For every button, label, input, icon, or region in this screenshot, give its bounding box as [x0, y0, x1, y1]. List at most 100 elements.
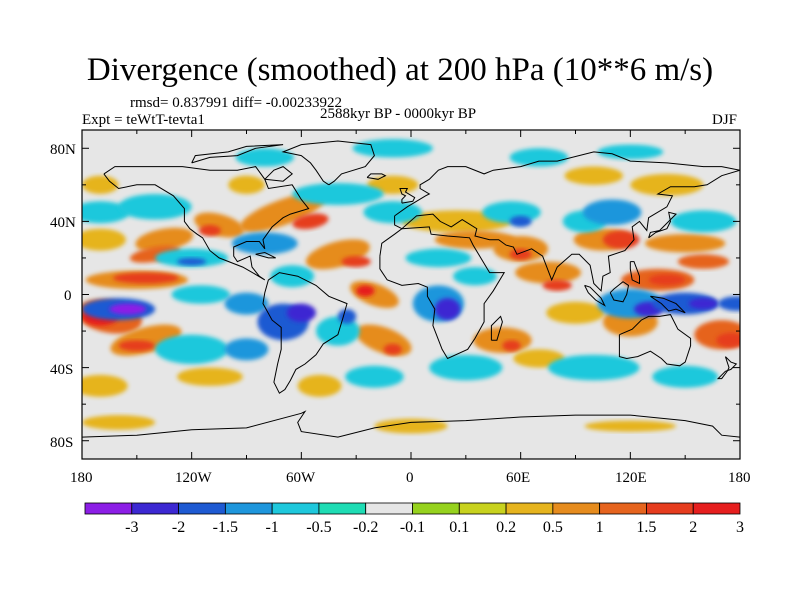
coastline	[490, 315, 503, 341]
colorbar-swatch	[318, 502, 367, 515]
field-contour	[292, 183, 384, 205]
field-contour	[337, 309, 357, 324]
field-contour	[270, 265, 315, 288]
field-contour	[297, 374, 342, 397]
coastline	[584, 284, 606, 307]
field-contour	[597, 144, 664, 160]
colorbar-label: -0.5	[306, 519, 332, 536]
field-contour	[82, 415, 156, 430]
coastline	[394, 151, 740, 292]
field-contour	[135, 227, 194, 252]
colorbar-label: -0.2	[353, 519, 379, 536]
colorbar-label: 0.2	[496, 519, 517, 536]
lat-label-80n: 80N	[50, 142, 76, 158]
colorbar-label: -2	[171, 519, 186, 536]
field-contour	[82, 374, 128, 397]
coastline	[648, 211, 677, 239]
field-contour	[224, 292, 269, 315]
field-contour	[648, 274, 686, 286]
coastline	[618, 314, 692, 367]
field-contour	[383, 343, 402, 355]
lon-label-60w: 60W	[286, 470, 316, 486]
field-contour	[231, 232, 298, 255]
field-contour	[716, 332, 740, 348]
field-contour	[509, 148, 569, 167]
coastline	[281, 140, 375, 186]
field-contour	[374, 418, 448, 434]
coastline	[103, 166, 310, 281]
colorbar-label: 3	[736, 519, 744, 536]
coastlines	[82, 140, 740, 438]
coastline	[609, 281, 630, 303]
field-contour	[473, 327, 532, 353]
field-contour	[239, 192, 327, 232]
colorbar	[84, 502, 741, 515]
field-contour	[235, 148, 295, 167]
lat-label-40s: 40S	[50, 362, 74, 378]
lon-label-180w: 180	[70, 470, 93, 486]
coastline	[82, 410, 740, 438]
colorbar-swatch	[271, 502, 320, 515]
period-text: 2588kyr BP - 0000kyr BP	[320, 106, 477, 122]
field-contour	[345, 365, 404, 388]
colorbar-swatch	[84, 502, 133, 515]
coastline	[650, 295, 686, 314]
field-contour	[177, 257, 207, 266]
colorbar-label: 0.1	[449, 519, 470, 536]
field-contour	[652, 365, 719, 388]
coastline	[629, 261, 640, 285]
coastline	[255, 251, 276, 259]
field-contour	[493, 236, 549, 262]
field-contour	[224, 338, 269, 361]
divergence-field	[82, 139, 740, 434]
field-contour	[582, 199, 642, 226]
lon-label-60e: 60E	[506, 470, 531, 486]
field-contour	[502, 340, 521, 352]
field-contour	[82, 175, 119, 194]
field-contour	[515, 261, 581, 284]
field-contour	[82, 201, 130, 224]
field-contour	[548, 354, 640, 381]
season-text: DJF	[712, 112, 738, 128]
field-contour	[341, 256, 371, 268]
field-contour	[356, 285, 375, 297]
lon-label-120e: 120E	[615, 470, 647, 486]
field-contour	[670, 210, 737, 233]
colorbar-swatch	[692, 502, 741, 515]
colorbar-label: 2	[689, 519, 698, 536]
field-contour	[171, 285, 231, 304]
field-contour	[564, 166, 624, 185]
field-contour	[177, 367, 243, 386]
field-contour	[630, 173, 704, 196]
colorbar-swatch	[552, 502, 601, 515]
plot-title: Divergence (smoothed) at 200 hPa (10**6 …	[86, 52, 714, 88]
colorbar-swatch	[131, 502, 179, 515]
field-contour	[652, 292, 719, 315]
field-contour	[546, 301, 605, 324]
field-contour	[584, 420, 677, 432]
field-contour	[429, 354, 503, 381]
colorbar-swatch	[178, 502, 226, 515]
coastline	[264, 166, 293, 182]
field-contour	[228, 175, 265, 194]
field-contour	[453, 267, 497, 286]
colorbar-swatch	[646, 502, 694, 515]
axis-ticks	[81, 130, 741, 459]
field-contour	[718, 296, 740, 311]
colorbar-swatch	[505, 502, 554, 515]
coastline	[716, 356, 738, 380]
field-contour	[118, 340, 156, 352]
coastline	[262, 272, 348, 394]
lat-label-0: 0	[64, 288, 72, 304]
lat-label-80s: 80S	[50, 435, 74, 451]
coastline	[399, 188, 416, 204]
colorbar-swatch	[599, 502, 647, 515]
field-contour	[352, 139, 433, 158]
field-contour	[198, 225, 221, 237]
colorbar-swatch	[458, 502, 507, 515]
field-contour	[688, 298, 719, 310]
coastline	[366, 173, 387, 180]
lon-label-180e: 180	[728, 470, 751, 486]
colorbar-label: -1.5	[212, 519, 238, 536]
field-contour	[644, 234, 726, 253]
